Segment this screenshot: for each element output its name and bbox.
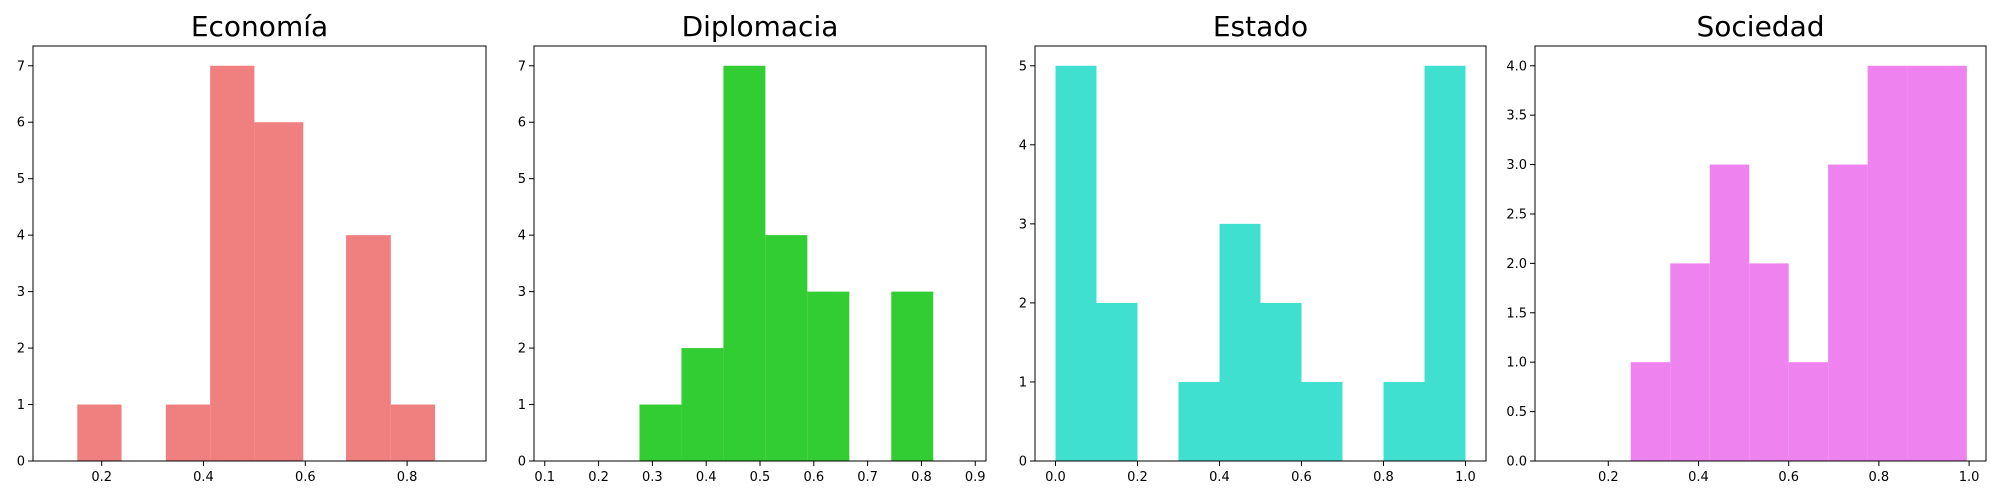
y-tick-label: 2.0 (1506, 257, 1527, 272)
x-tick-label: 0.6 (803, 470, 824, 485)
y-tick-label: 1 (17, 398, 25, 413)
plot-frame (1534, 45, 1987, 462)
x-tick-label: 0.4 (193, 470, 214, 485)
histogram-bar (1383, 381, 1425, 461)
y-tick-label: 7 (17, 59, 25, 74)
y-tick-label: 1.5 (1506, 306, 1527, 321)
histogram-bar (1867, 65, 1908, 461)
histogram-bar (1219, 223, 1261, 461)
histogram-panel-4: Sociedad 0.2 0.4 0.6 0.8 1.0 0.0 0.5 1.0 1.5 2.0 2.… (1506, 10, 1987, 485)
plot-frame (1034, 45, 1487, 462)
y-tick-label: 2.5 (1506, 207, 1527, 222)
histogram-bar (1260, 302, 1302, 461)
y-tick-label: 0 (17, 455, 25, 470)
x-tick-label: 0.4 (696, 470, 717, 485)
histogram-bar (1828, 164, 1868, 462)
x-tick-label: 0.8 (397, 470, 418, 485)
y-tick-label: 6 (518, 116, 526, 131)
y-tick-label: 2 (1019, 296, 1027, 311)
y-tick-label: 1 (1019, 375, 1027, 390)
y-tick-label: 4 (17, 229, 25, 244)
histogram-bar (1424, 65, 1466, 461)
y-tick-label: 1.0 (1506, 356, 1527, 371)
histogram-bar (1788, 362, 1829, 461)
histogram-bar (1301, 381, 1343, 461)
x-tick-label: 0.2 (1127, 470, 1148, 485)
y-tick-label: 4 (518, 229, 526, 244)
y-tick-label: 3.5 (1506, 109, 1527, 124)
y-tick-label: 3 (518, 285, 526, 300)
y-tick-label: 3 (1019, 217, 1027, 232)
y-tick-label: 0.0 (1506, 455, 1527, 470)
histogram-bar (681, 348, 724, 461)
histogram-bar (1709, 164, 1750, 462)
y-tick-label: 7 (518, 59, 526, 74)
chart-title: Sociedad (1696, 10, 1824, 43)
x-tick-label: 0.7 (857, 470, 878, 485)
histogram-panel-3: Estado 0.0 0.2 0.4 0.6 0.8 1.0 0 1 2 3 4 5 (1019, 10, 1487, 485)
histogram-bar (210, 65, 255, 461)
y-tick-label: 6 (17, 116, 25, 131)
x-tick-label: 0.8 (1373, 470, 1394, 485)
x-tick-label: 0.2 (1598, 470, 1619, 485)
y-tick-label: 0.5 (1506, 405, 1527, 420)
histogram-bar (639, 404, 682, 461)
y-tick-label: 1 (518, 398, 526, 413)
y-tick-label: 2 (518, 342, 526, 357)
histogram-bar (891, 291, 934, 461)
x-tick-label: 0.2 (91, 470, 112, 485)
x-tick-label: 1.0 (1455, 470, 1476, 485)
histogram-panel-1: Economía 0.2 0.4 0.6 0.8 0 1 2 3 4 5 6 7 (17, 10, 487, 485)
histogram-bar (390, 404, 436, 461)
y-tick-label: 3 (17, 285, 25, 300)
y-tick-label: 5 (518, 172, 526, 187)
x-tick-label: 0.3 (642, 470, 663, 485)
x-tick-label: 0.9 (965, 470, 986, 485)
x-tick-label: 0.6 (1291, 470, 1312, 485)
x-tick-label: 0.5 (750, 470, 771, 485)
histogram-bar (1096, 302, 1138, 461)
x-tick-label: 0.4 (1688, 470, 1709, 485)
histogram-bar (1055, 65, 1097, 461)
histogram-bar (807, 291, 850, 461)
y-tick-label: 4 (1019, 138, 1027, 153)
histogram-bar (1630, 362, 1671, 461)
histogram-bar (1178, 381, 1220, 461)
histogram-bar (723, 65, 766, 461)
chart-title: Economía (191, 10, 328, 43)
histogram-bar (346, 235, 391, 461)
y-tick-label: 0 (1019, 455, 1027, 470)
histogram-bar (1749, 263, 1789, 461)
y-tick-label: 0 (518, 455, 526, 470)
y-tick-label: 2 (17, 342, 25, 357)
histogram-bar (1946, 65, 1967, 461)
histogram-bar (254, 122, 304, 461)
histogram-bar (1670, 263, 1710, 461)
histogram-bar (165, 404, 211, 461)
y-tick-label: 4.0 (1506, 59, 1527, 74)
x-tick-label: 0.8 (1869, 470, 1890, 485)
histogram-bar (765, 235, 808, 461)
chart-title: Diplomacia (682, 10, 839, 43)
histogram-bar (1907, 65, 1947, 461)
histogram-panel-2: Diplomacia 0.1 0.2 0.3 0.4 0.5 0.6 0.7 0.8 0.9 0 1 2… (518, 10, 987, 485)
y-tick-label: 3.0 (1506, 158, 1527, 173)
x-tick-label: 0.6 (1778, 470, 1799, 485)
x-tick-label: 1.0 (1959, 470, 1980, 485)
x-tick-label: 0.1 (534, 470, 555, 485)
x-tick-label: 0.6 (295, 470, 316, 485)
x-tick-label: 0.4 (1209, 470, 1230, 485)
y-tick-label: 5 (1019, 59, 1027, 74)
chart-title: Estado (1213, 10, 1308, 43)
y-tick-label: 5 (17, 172, 25, 187)
histogram-bar (77, 404, 122, 461)
x-tick-label: 0.2 (588, 470, 609, 485)
x-tick-label: 0.8 (911, 470, 932, 485)
plot-frame (32, 45, 487, 462)
x-tick-label: 0.0 (1045, 470, 1066, 485)
